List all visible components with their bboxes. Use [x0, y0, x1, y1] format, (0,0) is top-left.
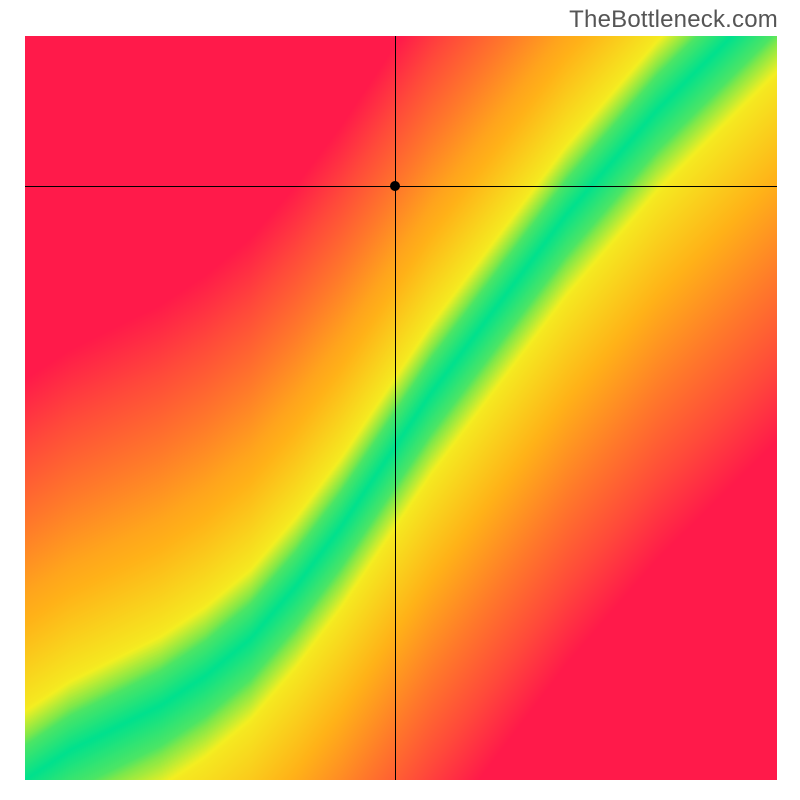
plot-area	[25, 36, 777, 780]
crosshair-horizontal	[25, 186, 777, 187]
crosshair-marker	[390, 181, 400, 191]
crosshair-vertical	[395, 36, 396, 780]
watermark-text: TheBottleneck.com	[569, 6, 778, 34]
heatmap-canvas	[25, 36, 777, 780]
chart-container: TheBottleneck.com	[0, 0, 800, 800]
